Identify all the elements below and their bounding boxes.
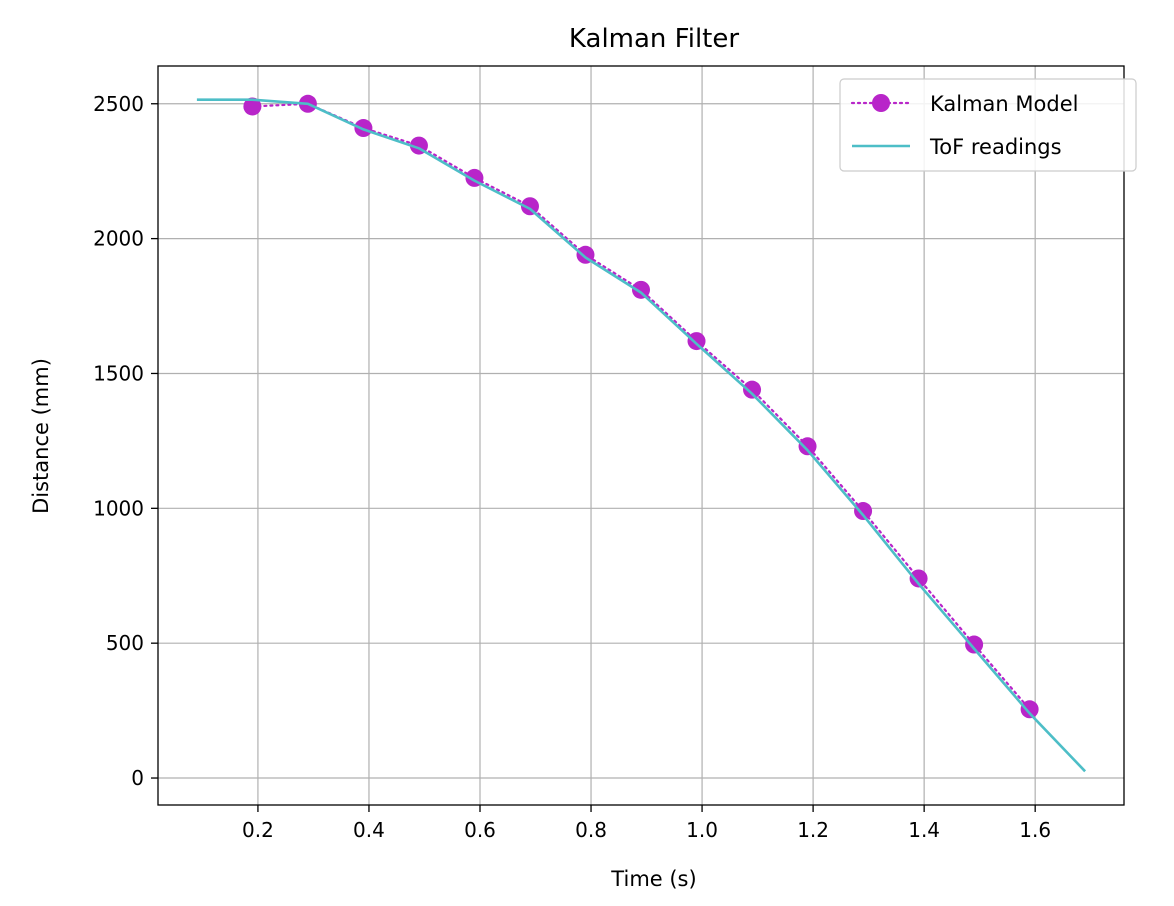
y-tick-label: 2500 xyxy=(93,92,144,116)
legend-kalman-model-marker xyxy=(872,94,890,112)
kalman-model-point xyxy=(798,437,817,456)
x-tick-label: 1.0 xyxy=(686,818,718,842)
x-tick-label: 0.2 xyxy=(242,818,274,842)
legend-box xyxy=(839,78,1137,172)
x-tick-label: 0.6 xyxy=(464,818,496,842)
legend-tof-readings-label: ToF readings xyxy=(929,135,1062,159)
y-tick-label: 2000 xyxy=(93,227,144,251)
plot-frame xyxy=(157,65,1125,806)
y-axis-label: Distance (mm) xyxy=(29,358,53,514)
kalman-model-point xyxy=(1020,700,1039,719)
x-tick-label: 1.6 xyxy=(1019,818,1051,842)
x-tick-label: 1.2 xyxy=(797,818,829,842)
chart-title: Kalman Filter xyxy=(569,24,739,54)
legend-kalman-model-label: Kalman Model xyxy=(930,92,1078,116)
grid xyxy=(158,66,1124,805)
y-tick-label: 500 xyxy=(106,631,144,655)
x-axis-label: Time (s) xyxy=(610,867,696,891)
kalman-model-point xyxy=(243,97,262,116)
x-tick-label: 0.8 xyxy=(575,818,607,842)
kalman-model-point xyxy=(520,197,539,216)
x-tick-label: 1.4 xyxy=(908,818,940,842)
tof-readings-line xyxy=(196,98,1087,773)
kalman-model-point xyxy=(687,332,706,351)
y-tick-label: 0 xyxy=(131,766,144,790)
kalman-model-point xyxy=(854,502,873,521)
y-tick-label: 1000 xyxy=(93,496,144,520)
series-area xyxy=(196,94,1087,773)
y-tick-label: 1500 xyxy=(93,361,144,385)
axis-ticks: 0.2 0.4 0.6 0.8 1.0 1.2 1.4 1.6 0 500 1000 1500 2000… xyxy=(93,92,1051,842)
kalman-model-point xyxy=(909,569,928,588)
x-tick-label: 0.4 xyxy=(353,818,385,842)
kalman-model-point xyxy=(743,380,762,399)
kalman-model-point xyxy=(965,635,984,654)
kalman-model-point xyxy=(632,280,650,299)
legend: Kalman Model ToF readings xyxy=(839,78,1137,172)
